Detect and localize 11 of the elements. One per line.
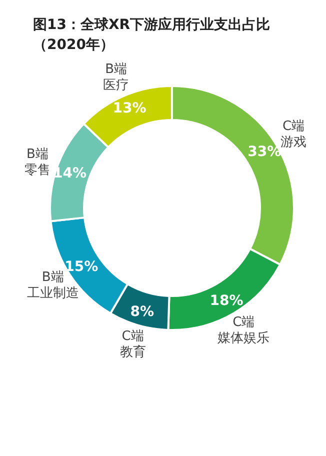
- chart-title: 图13：全球XR下游应用行业支出占比（2020年）: [33, 16, 270, 53]
- slice-label: B端医疗: [103, 62, 130, 93]
- slice-label: C端教育: [120, 328, 146, 360]
- data-label: 18%: [210, 293, 244, 310]
- slice-label: B端零售: [24, 146, 51, 178]
- slice-label: C端媒体娱乐: [218, 315, 270, 346]
- data-label: 13%: [112, 100, 146, 117]
- data-label: 33%: [248, 144, 282, 160]
- data-label: 15%: [64, 258, 98, 275]
- slice-label: C端游戏: [280, 118, 306, 150]
- data-label: 8%: [130, 304, 154, 320]
